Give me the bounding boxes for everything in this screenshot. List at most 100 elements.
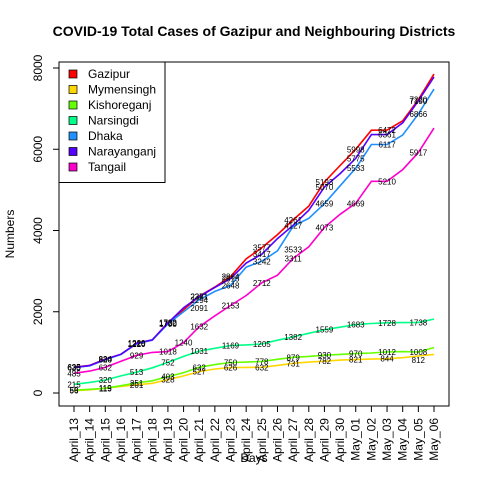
y-tick-label: 8000 xyxy=(31,54,45,81)
data-label: 3311 xyxy=(285,254,303,263)
data-label: 821 xyxy=(349,356,363,365)
data-label: 320 xyxy=(99,376,113,385)
data-label: 834 xyxy=(99,355,113,364)
data-label: 635 xyxy=(67,363,81,372)
data-label: 630 xyxy=(67,363,81,372)
data-label: 632 xyxy=(99,363,113,372)
x-tick-label: April_23 xyxy=(224,418,238,462)
x-tick-label: May_06 xyxy=(427,418,441,461)
y-tick-label: 4000 xyxy=(31,217,45,244)
data-label: 625 xyxy=(67,364,81,373)
series-line-narayanganj xyxy=(73,76,435,369)
data-label: 4073 xyxy=(316,224,334,233)
x-tick-label: April_14 xyxy=(83,418,97,462)
data-label: 2712 xyxy=(253,279,271,288)
data-label: 750 xyxy=(224,359,238,368)
x-tick-label: April_28 xyxy=(302,418,316,462)
x-tick-label: April_30 xyxy=(333,418,347,462)
data-label: 1738 xyxy=(409,318,427,327)
legend-label: Kishoreganj xyxy=(88,98,151,112)
data-label: 1229 xyxy=(128,339,146,348)
x-tick-label: April_18 xyxy=(145,418,159,462)
x-tick-label: April_17 xyxy=(130,418,144,462)
data-label: 1205 xyxy=(253,340,271,349)
data-label: 1632 xyxy=(190,323,208,332)
x-tick-label: April_15 xyxy=(98,418,112,462)
data-label: 1031 xyxy=(190,347,208,356)
data-label: 2371 xyxy=(190,293,208,302)
y-tick-label: 0 xyxy=(31,389,45,396)
data-label: 4669 xyxy=(347,199,365,208)
data-label: 5775 xyxy=(347,154,365,163)
data-label: 5533 xyxy=(347,164,365,173)
legend-label: Narayanganj xyxy=(88,145,156,159)
x-tick-label: May_01 xyxy=(349,418,363,461)
data-label: 328 xyxy=(161,376,175,385)
data-label: 731 xyxy=(286,359,300,368)
data-label: 752 xyxy=(161,358,175,367)
legend-swatch xyxy=(68,69,78,79)
x-tick-label: April_26 xyxy=(270,418,284,462)
data-label: 970 xyxy=(349,350,363,359)
x-tick-label: May_03 xyxy=(380,418,394,461)
data-label: 929 xyxy=(130,351,144,360)
data-label: 3533 xyxy=(284,245,302,254)
series-line-kishoreganj xyxy=(73,346,435,391)
data-label: 3417 xyxy=(253,250,271,259)
data-label: 119 xyxy=(99,384,112,393)
x-tick-label: April_13 xyxy=(67,418,81,462)
series-line-mymensingh xyxy=(73,353,435,392)
legend-label: Narsingdi xyxy=(88,114,139,128)
data-label: 1220 xyxy=(128,339,146,348)
x-tick-label: April_25 xyxy=(255,418,269,462)
data-label: 3577 xyxy=(253,244,271,253)
data-label: 1382 xyxy=(284,333,302,342)
y-axis: 0 2000 4000 6000 8000 xyxy=(31,54,60,396)
data-label: 2153 xyxy=(222,302,240,311)
data-label: 626 xyxy=(224,364,238,373)
data-label: 2294 xyxy=(190,296,208,305)
data-label: 1720 xyxy=(159,319,177,328)
x-axis-label: Days xyxy=(240,451,267,465)
data-label: 2864 xyxy=(222,273,240,282)
data-label: 7220 xyxy=(409,96,427,105)
chart-title: COVID-19 Total Cases of Gazipur and Neig… xyxy=(53,23,456,39)
data-label: 2091 xyxy=(190,304,208,313)
legend-label: Tangail xyxy=(88,160,126,174)
data-label: 1240 xyxy=(175,339,193,348)
data-label: 778 xyxy=(255,357,269,366)
data-label: 1210 xyxy=(128,340,146,349)
legend-swatch xyxy=(68,131,78,141)
data-label: 1732 xyxy=(159,319,177,328)
x-tick-label: May_02 xyxy=(364,418,378,461)
data-label: 4127 xyxy=(284,221,302,230)
x-axis: April_13 April_14 April_15 April_16 April_17… xyxy=(67,406,441,462)
data-label: 1700 xyxy=(159,320,177,329)
data-label: 844 xyxy=(380,355,394,364)
legend-swatch xyxy=(68,100,78,110)
x-tick-label: April_20 xyxy=(177,418,191,462)
data-label: 2648 xyxy=(222,281,240,290)
data-label: 4659 xyxy=(316,200,334,209)
data-label: 6117 xyxy=(378,140,396,149)
x-tick-label: April_27 xyxy=(286,418,300,462)
data-label: 56 xyxy=(70,387,79,396)
data-label: 485 xyxy=(67,369,81,378)
data-label: 1018 xyxy=(159,348,177,357)
data-label: 4261 xyxy=(284,216,302,225)
x-tick-label: May_04 xyxy=(396,418,410,461)
data-label: 6472 xyxy=(378,126,396,135)
data-label: 2381 xyxy=(190,292,208,301)
data-label: 6361 xyxy=(378,131,396,140)
x-tick-label: April_19 xyxy=(161,418,175,462)
legend-label: Dhaka xyxy=(88,129,123,143)
legend-swatch xyxy=(68,85,78,94)
data-label: 513 xyxy=(130,368,144,377)
y-axis-label: Numbers xyxy=(3,210,17,259)
data-label: 251 xyxy=(130,379,144,388)
legend-swatch xyxy=(68,147,78,156)
series-lines xyxy=(73,73,435,392)
x-tick-label: April_16 xyxy=(114,418,128,462)
